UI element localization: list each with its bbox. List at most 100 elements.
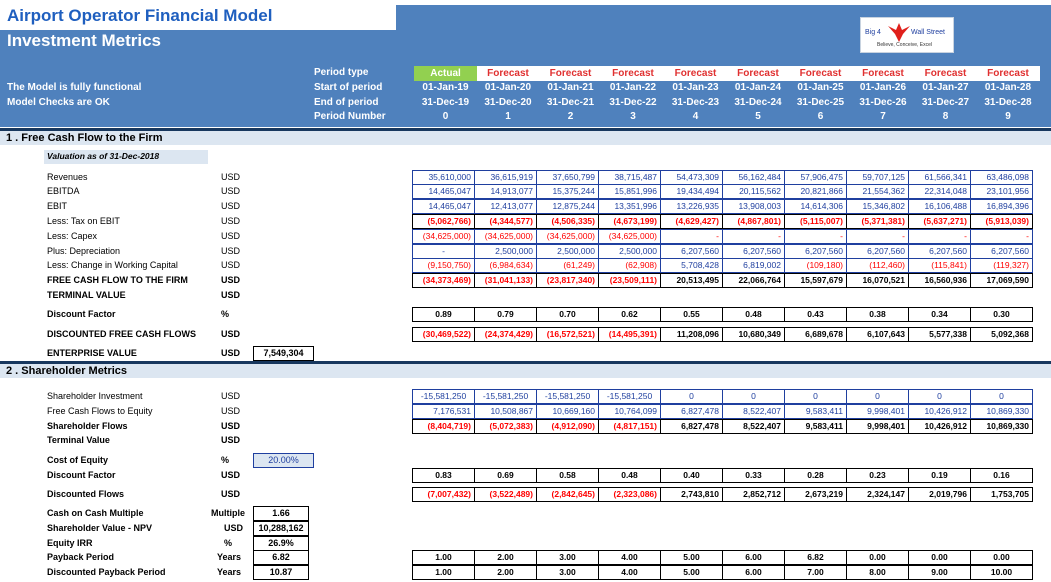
value-cell[interactable]: 8.00 bbox=[846, 565, 909, 580]
value-cell[interactable]: 0.79 bbox=[474, 307, 537, 322]
value-cell[interactable]: 54,473,309 bbox=[660, 170, 723, 185]
value-cell[interactable]: 0.48 bbox=[722, 307, 785, 322]
value-cell[interactable]: 6,207,560 bbox=[722, 244, 785, 259]
value-cell[interactable]: 0 bbox=[846, 389, 909, 404]
value-cell[interactable]: 0.83 bbox=[412, 468, 475, 483]
value-cell[interactable]: 6.82 bbox=[784, 550, 847, 565]
value-cell[interactable]: 8,522,407 bbox=[722, 404, 785, 419]
value-cell[interactable]: 6,827,478 bbox=[660, 419, 723, 434]
value-cell[interactable]: (4,867,801) bbox=[722, 214, 785, 229]
value-cell[interactable]: 20,513,495 bbox=[660, 273, 723, 288]
value-cell[interactable]: (23,509,111) bbox=[598, 273, 661, 288]
value-cell[interactable]: 6,819,002 bbox=[722, 258, 785, 273]
value-cell[interactable]: 6,207,560 bbox=[846, 244, 909, 259]
value-cell[interactable]: (3,522,489) bbox=[474, 487, 537, 502]
value-cell[interactable]: 13,908,003 bbox=[722, 199, 785, 214]
value-cell[interactable]: 0 bbox=[908, 389, 971, 404]
value-cell[interactable]: (9,150,750) bbox=[412, 258, 475, 273]
value-cell[interactable]: 14,614,306 bbox=[784, 199, 847, 214]
value-cell[interactable]: (5,637,271) bbox=[908, 214, 971, 229]
value-cell[interactable]: 6,207,560 bbox=[970, 244, 1033, 259]
value-cell[interactable]: 0.48 bbox=[598, 468, 661, 483]
value-cell[interactable]: 5,708,428 bbox=[660, 258, 723, 273]
value-cell[interactable]: 2,852,712 bbox=[722, 487, 785, 502]
value-cell[interactable]: 3.00 bbox=[536, 565, 599, 580]
value-cell[interactable]: 8,522,407 bbox=[722, 419, 785, 434]
value-cell[interactable]: 2,324,147 bbox=[846, 487, 909, 502]
value-cell[interactable]: 17,069,590 bbox=[970, 273, 1033, 288]
value-cell[interactable]: 20,821,866 bbox=[784, 184, 847, 199]
value-cell[interactable]: 13,351,996 bbox=[598, 199, 661, 214]
value-cell[interactable]: 0.69 bbox=[474, 468, 537, 483]
value-cell[interactable]: 63,486,098 bbox=[970, 170, 1033, 185]
value-cell[interactable]: (34,625,000) bbox=[598, 229, 661, 244]
value-cell[interactable]: 6,107,643 bbox=[846, 327, 909, 342]
value-cell[interactable]: 2,500,000 bbox=[474, 244, 537, 259]
value-cell[interactable]: (115,841) bbox=[908, 258, 971, 273]
value-cell[interactable]: 0.33 bbox=[722, 468, 785, 483]
value-cell[interactable]: 1.00 bbox=[412, 565, 475, 580]
value-cell[interactable]: 14,465,047 bbox=[412, 199, 475, 214]
value-cell[interactable]: (23,817,340) bbox=[536, 273, 599, 288]
value-cell[interactable]: 35,610,000 bbox=[412, 170, 475, 185]
value-cell[interactable]: 56,162,484 bbox=[722, 170, 785, 185]
value-cell[interactable]: (4,673,199) bbox=[598, 214, 661, 229]
value-cell[interactable]: (14,495,391) bbox=[598, 327, 661, 342]
value-cell[interactable]: 6,689,678 bbox=[784, 327, 847, 342]
value-cell[interactable]: 11,208,096 bbox=[660, 327, 723, 342]
value-cell[interactable]: 14,913,077 bbox=[474, 184, 537, 199]
value-cell[interactable]: 0.19 bbox=[908, 468, 971, 483]
value-cell[interactable]: (31,041,133) bbox=[474, 273, 537, 288]
value-cell[interactable]: (2,842,645) bbox=[536, 487, 599, 502]
value-cell[interactable]: (4,629,427) bbox=[660, 214, 723, 229]
value-cell[interactable]: 0.00 bbox=[970, 550, 1033, 565]
value-cell[interactable]: 16,894,396 bbox=[970, 199, 1033, 214]
value-cell[interactable]: 0.58 bbox=[536, 468, 599, 483]
value-cell[interactable]: 4.00 bbox=[598, 550, 661, 565]
value-cell[interactable]: 9.00 bbox=[908, 565, 971, 580]
value-cell[interactable]: (2,323,086) bbox=[598, 487, 661, 502]
summary-value-cell[interactable]: 6.82 bbox=[253, 550, 309, 565]
value-cell[interactable]: 10,764,099 bbox=[598, 404, 661, 419]
value-cell[interactable]: - bbox=[908, 229, 971, 244]
value-cell[interactable]: (24,374,429) bbox=[474, 327, 537, 342]
value-cell[interactable]: 3.00 bbox=[536, 550, 599, 565]
value-cell[interactable]: (4,344,577) bbox=[474, 214, 537, 229]
value-cell[interactable]: 10.00 bbox=[970, 565, 1033, 580]
value-cell[interactable]: 15,851,996 bbox=[598, 184, 661, 199]
value-cell[interactable]: - bbox=[660, 229, 723, 244]
value-cell[interactable]: 9,583,411 bbox=[784, 419, 847, 434]
value-cell[interactable]: 19,434,494 bbox=[660, 184, 723, 199]
value-cell[interactable]: 16,070,521 bbox=[846, 273, 909, 288]
value-cell[interactable]: (61,249) bbox=[536, 258, 599, 273]
value-cell[interactable]: 10,869,330 bbox=[970, 404, 1033, 419]
value-cell[interactable]: 2,673,219 bbox=[784, 487, 847, 502]
value-cell[interactable]: 14,465,047 bbox=[412, 184, 475, 199]
value-cell[interactable]: -15,581,250 bbox=[536, 389, 599, 404]
value-cell[interactable]: 57,906,475 bbox=[784, 170, 847, 185]
value-cell[interactable]: 7.00 bbox=[784, 565, 847, 580]
value-cell[interactable]: 15,597,679 bbox=[784, 273, 847, 288]
summary-value-cell[interactable]: 7,549,304 bbox=[253, 346, 314, 361]
value-cell[interactable]: (4,912,090) bbox=[536, 419, 599, 434]
value-cell[interactable]: 6,207,560 bbox=[660, 244, 723, 259]
value-cell[interactable]: -15,581,250 bbox=[474, 389, 537, 404]
summary-value-cell[interactable]: 1.66 bbox=[253, 506, 309, 521]
value-cell[interactable]: 2.00 bbox=[474, 550, 537, 565]
value-cell[interactable]: (5,371,381) bbox=[846, 214, 909, 229]
value-cell[interactable]: 0.55 bbox=[660, 307, 723, 322]
value-cell[interactable]: 0.38 bbox=[846, 307, 909, 322]
value-cell[interactable]: 10,680,349 bbox=[722, 327, 785, 342]
value-cell[interactable]: (4,506,335) bbox=[536, 214, 599, 229]
value-cell[interactable]: (34,625,000) bbox=[412, 229, 475, 244]
value-cell[interactable]: 6,207,560 bbox=[908, 244, 971, 259]
value-cell[interactable]: 13,226,935 bbox=[660, 199, 723, 214]
value-cell[interactable]: 20,115,562 bbox=[722, 184, 785, 199]
value-cell[interactable]: 10,426,912 bbox=[908, 419, 971, 434]
value-cell[interactable]: 15,375,244 bbox=[536, 184, 599, 199]
value-cell[interactable]: -15,581,250 bbox=[598, 389, 661, 404]
value-cell[interactable]: (30,469,522) bbox=[412, 327, 475, 342]
value-cell[interactable]: (5,062,766) bbox=[412, 214, 475, 229]
value-cell[interactable]: 23,101,956 bbox=[970, 184, 1033, 199]
value-cell[interactable]: (5,072,383) bbox=[474, 419, 537, 434]
